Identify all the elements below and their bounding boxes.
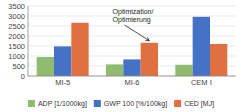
y-tick-label: 2500 <box>8 22 25 31</box>
legend-label: CED [MJ] <box>184 100 214 108</box>
x-tick-label: CEM I <box>191 78 212 87</box>
legend-swatch <box>174 100 181 107</box>
bars <box>37 17 228 76</box>
chart: 0500100015002000250030003500 MI-5 MI-6 CEM … <box>0 0 242 112</box>
bar <box>210 44 227 76</box>
bar <box>37 57 54 76</box>
y-tick-label: 1500 <box>8 42 25 51</box>
bar <box>175 65 192 76</box>
y-axis <box>28 6 29 76</box>
grid-line <box>28 6 236 7</box>
grid <box>28 6 236 76</box>
x-tick-label: MI-6 <box>125 78 140 87</box>
y-tick-label: 500 <box>12 62 25 71</box>
grid-line <box>28 76 236 77</box>
y-tick-label: 3000 <box>8 12 25 21</box>
x-axis <box>28 76 236 77</box>
y-tick-label: 0 <box>21 72 25 81</box>
bar <box>193 17 210 76</box>
legend-label: GWP 100 [%/100kg] <box>104 100 167 108</box>
legend-swatch <box>94 100 101 107</box>
legend-label: ADP [1/1000kg] <box>38 100 87 108</box>
bar <box>123 59 140 76</box>
bar <box>106 64 123 76</box>
y-tick-label: 3500 <box>8 2 25 11</box>
bar <box>141 43 158 76</box>
x-tick-label: MI-5 <box>55 78 70 87</box>
annotation-arrow <box>125 25 150 41</box>
y-tick-label: 1000 <box>8 52 25 61</box>
bar <box>54 46 71 76</box>
y-tick-label: 2000 <box>8 32 25 41</box>
bar <box>71 23 88 76</box>
annotation: Optimization/Optimierung <box>113 8 154 24</box>
legend-swatch <box>28 100 35 107</box>
legend: ADP [1/1000kg] GWP 100 [%/100kg] CED [MJ] <box>28 100 214 108</box>
